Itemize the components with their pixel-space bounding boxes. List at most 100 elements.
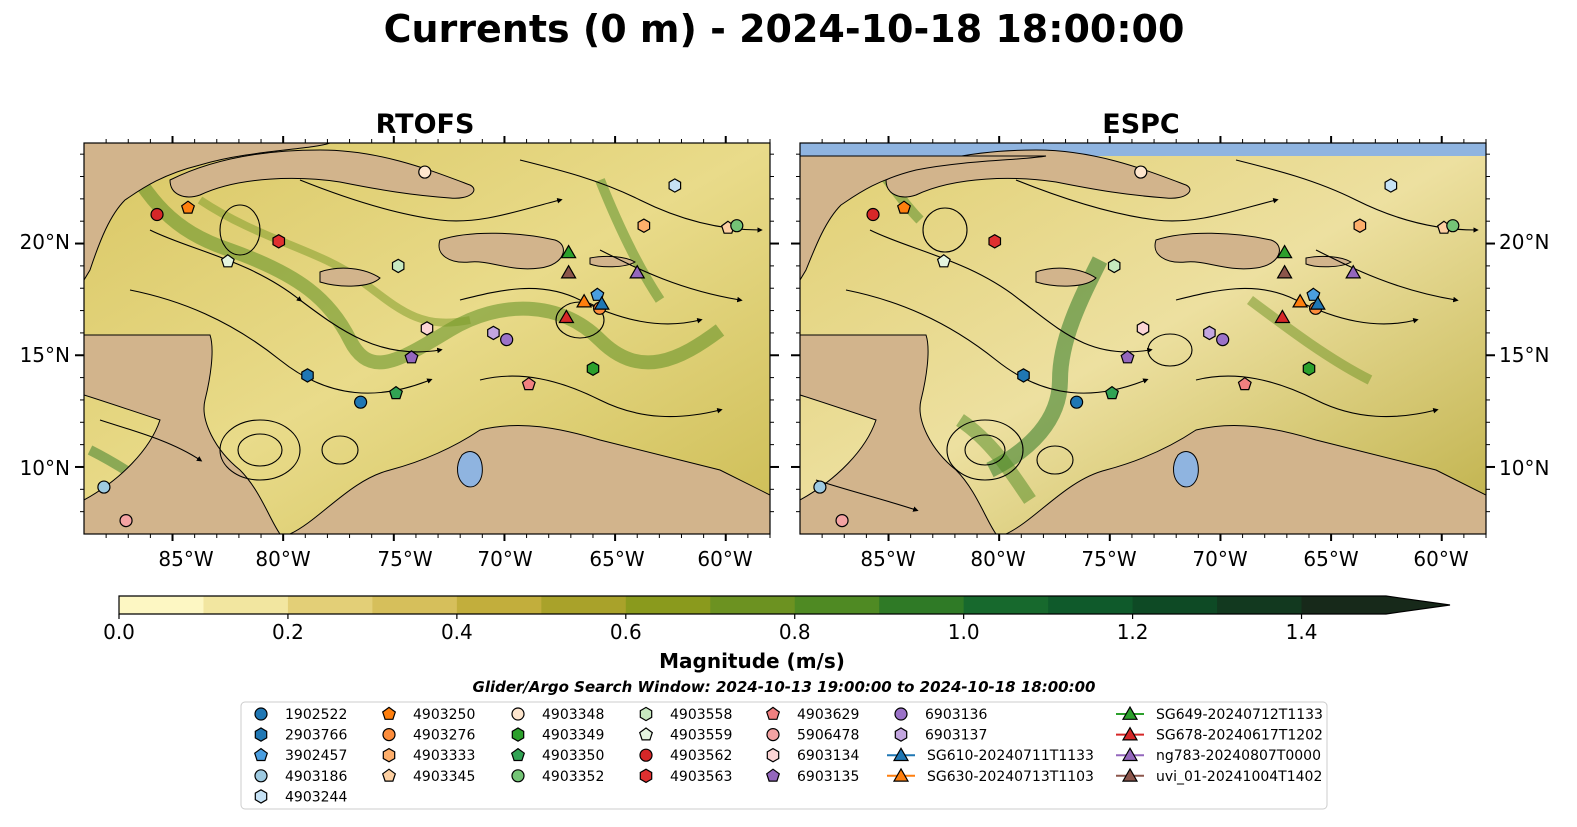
land-central-america bbox=[84, 334, 281, 534]
map-panel-espc bbox=[800, 143, 1486, 534]
legend-label: SG678-20240617T1202 bbox=[1156, 728, 1323, 744]
legend-marker bbox=[510, 747, 526, 762]
colorbar-segment bbox=[710, 596, 796, 614]
x-tick-label: 65°W bbox=[1303, 547, 1358, 571]
x-tick-label: 60°W bbox=[1413, 547, 1468, 571]
float-marker-2903766 bbox=[1017, 368, 1030, 383]
float-marker-6903135 bbox=[1120, 350, 1135, 364]
legend-item-5906478: 5906478 bbox=[766, 728, 859, 744]
figure-title: Currents (0 m) - 2024-10-18 18:00:00 bbox=[384, 7, 1185, 51]
float-marker-4903350 bbox=[1104, 385, 1120, 400]
legend-item-4903562: 4903562 bbox=[639, 748, 732, 764]
streamlines bbox=[815, 159, 1479, 512]
x-tick-label: 70°W bbox=[1192, 547, 1247, 571]
colorbar-segment bbox=[1132, 596, 1218, 614]
colorbar-segment bbox=[1217, 596, 1303, 614]
current-band bbox=[595, 178, 665, 303]
float-marker-3902457 bbox=[1306, 287, 1321, 301]
float-marker-4903186 bbox=[97, 480, 111, 494]
legend-label: 4903559 bbox=[670, 728, 732, 744]
float-marker-4903559 bbox=[220, 254, 235, 268]
float-marker-6903136 bbox=[1216, 333, 1230, 347]
legend-label: SG649-20240712T1133 bbox=[1156, 707, 1323, 723]
lake-maracaibo bbox=[457, 451, 483, 488]
legend-label: 4903345 bbox=[413, 769, 475, 785]
float-marker-2903766 bbox=[301, 368, 314, 383]
x-tick-label: 70°W bbox=[477, 547, 532, 571]
x-tick-label: 60°W bbox=[697, 547, 752, 571]
legend: 1902522 2903766 3902457 4903186 4903244 49032… bbox=[240, 701, 1328, 810]
current-band bbox=[956, 414, 1036, 504]
legend-label: uvi_01-20241004T1402 bbox=[1156, 769, 1322, 785]
y-tick-label: 20°N bbox=[1499, 230, 1549, 254]
legend-label: 4903562 bbox=[670, 748, 732, 764]
land-jamaica bbox=[319, 267, 381, 287]
legend-item-SG678-20240617T1202: SG678-20240617T1202 bbox=[1116, 726, 1323, 744]
legend-item-4903629: 4903629 bbox=[765, 706, 859, 723]
legend-item-4903352: 4903352 bbox=[511, 769, 604, 785]
y-tick-labels-left: 10°N 15°N 20°N bbox=[20, 230, 70, 480]
land-hispaniola bbox=[438, 232, 564, 270]
legend-item-4903559: 4903559 bbox=[638, 727, 732, 744]
legend-item-6903134: 6903134 bbox=[766, 747, 859, 764]
x-tick-label: 75°W bbox=[377, 547, 432, 571]
float-marker-4903250 bbox=[180, 200, 196, 214]
float-marker-4903350 bbox=[388, 385, 404, 400]
y-tick-label: 15°N bbox=[1499, 343, 1549, 367]
legend-marker bbox=[639, 748, 653, 762]
y-tick-labels-right: 10°N 15°N 20°N bbox=[1499, 230, 1549, 480]
legend-item-4903348: 4903348 bbox=[511, 707, 604, 723]
legend-label: 4903563 bbox=[670, 769, 732, 785]
map-panel-rtofs bbox=[84, 143, 770, 534]
legend-label: SG610-20240711T1133 bbox=[927, 748, 1094, 764]
float-marker-4903563 bbox=[988, 234, 1002, 249]
legend-marker bbox=[1121, 705, 1139, 720]
legend-marker bbox=[381, 768, 397, 782]
legend-marker bbox=[254, 707, 268, 721]
float-marker-4903333 bbox=[1353, 218, 1367, 233]
legend-item-SG630-20240713T1103: SG630-20240713T1103 bbox=[887, 767, 1094, 785]
x-tick-label: 80°W bbox=[255, 547, 310, 571]
x-tick-label: 65°W bbox=[589, 547, 644, 571]
colorbar-segment bbox=[203, 596, 289, 614]
float-marker-uvi_01-20241004T1402 bbox=[560, 264, 577, 279]
float-marker-6903134 bbox=[1136, 321, 1150, 336]
legend-marker bbox=[894, 707, 908, 721]
legend-marker bbox=[638, 727, 654, 741]
legend-label: 4903629 bbox=[797, 707, 859, 723]
legend-item-6903135: 6903135 bbox=[765, 768, 859, 785]
float-marker-6903137 bbox=[487, 325, 500, 341]
legend-marker bbox=[892, 767, 910, 782]
float-marker-5906478 bbox=[835, 513, 849, 528]
y-tick-label: 20°N bbox=[20, 230, 70, 254]
panel-title-espc: ESPC bbox=[1102, 109, 1180, 140]
legend-item-4903345: 4903345 bbox=[381, 768, 475, 785]
legend-item-6903136: 6903136 bbox=[894, 707, 987, 723]
legend-item-uvi_01-20241004T1402: uvi_01-20241004T1402 bbox=[1116, 767, 1322, 785]
legend-item-4903186: 4903186 bbox=[254, 769, 347, 785]
legend-label: SG630-20240713T1103 bbox=[927, 769, 1094, 785]
legend-marker bbox=[254, 789, 268, 804]
y-tick-label: 15°N bbox=[20, 343, 70, 367]
legend-label: 4903333 bbox=[413, 748, 475, 764]
legend-label: 6903137 bbox=[925, 728, 987, 744]
colorbar-segment bbox=[541, 596, 627, 614]
colorbar-segment bbox=[879, 596, 965, 614]
current-band bbox=[1247, 295, 1373, 385]
float-marker-4903352 bbox=[730, 219, 744, 233]
colorbar-label: Magnitude (m/s) bbox=[659, 649, 845, 673]
legend-label: 4903352 bbox=[542, 769, 604, 785]
legend-marker bbox=[382, 727, 396, 742]
float-marker-SG649-20240712T1133 bbox=[560, 244, 577, 259]
float-marker-6903134 bbox=[420, 321, 434, 336]
legend-marker bbox=[894, 727, 908, 742]
legend-label: 5906478 bbox=[797, 728, 859, 744]
legend-label: 6903134 bbox=[797, 748, 859, 764]
float-marker-SG610-20240711T1133 bbox=[1309, 295, 1326, 310]
float-marker-4903562 bbox=[866, 207, 880, 222]
float-marker-4903348 bbox=[418, 165, 432, 179]
float-marker-SG678-20240617T1202 bbox=[558, 309, 575, 324]
legend-label: 4903350 bbox=[542, 748, 604, 764]
float-marker-SG678-20240617T1202 bbox=[1274, 309, 1291, 324]
